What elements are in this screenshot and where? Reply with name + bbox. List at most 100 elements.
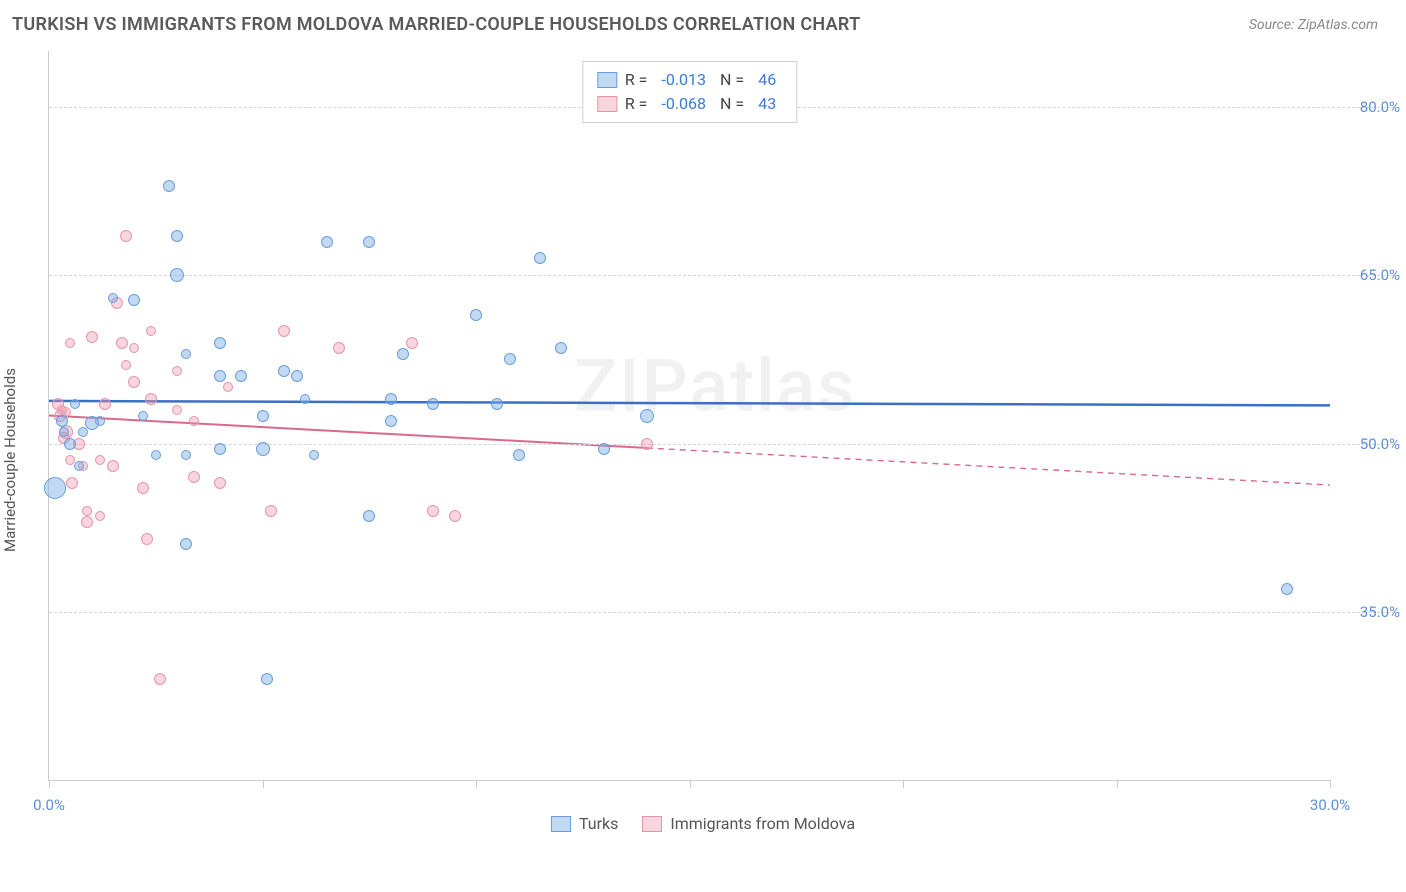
data-point-moldova [81,516,93,528]
legend-series: Turks Immigrants from Moldova [551,814,855,833]
data-point-moldova [129,343,139,353]
chart-header: TURKISH VS IMMIGRANTS FROM MOLDOVA MARRI… [0,0,1406,41]
swatch-turks [551,816,571,832]
data-point-moldova [107,460,119,472]
data-point-moldova [427,505,439,517]
data-point-turks [180,538,192,550]
data-point-turks [321,236,333,248]
data-point-turks [214,337,226,349]
data-point-moldova [223,382,233,392]
n-label: N = [720,92,744,116]
data-point-turks [128,294,140,306]
x-tick [1330,780,1331,788]
data-point-moldova [214,477,226,489]
data-point-turks [640,409,654,423]
legend-label-moldova: Immigrants from Moldova [670,814,855,833]
data-point-turks [235,370,247,382]
r-label: R = [625,68,648,92]
data-point-turks [171,230,183,242]
legend-correlation: R = -0.013 N = 46 R = -0.068 N = 43 [582,61,797,123]
data-point-turks [181,349,191,359]
x-tick [476,780,477,788]
gridline [49,444,1400,445]
data-point-turks [64,438,76,450]
data-point-turks [59,427,69,437]
data-point-turks [163,180,175,192]
data-point-moldova [82,506,92,516]
data-point-moldova [188,471,200,483]
data-point-turks [261,673,273,685]
data-point-moldova [406,337,418,349]
data-point-turks [397,348,409,360]
data-point-moldova [278,325,290,337]
n-label: N = [720,68,744,92]
legend-row-turks: R = -0.013 N = 46 [597,68,782,92]
data-point-moldova [189,416,199,426]
gridline [49,612,1400,613]
source-label: Source: ZipAtlas.com [1249,17,1378,33]
n-value-turks: 46 [758,68,776,92]
data-point-moldova [95,455,105,465]
data-point-turks [70,399,80,409]
chart-title: TURKISH VS IMMIGRANTS FROM MOLDOVA MARRI… [12,14,860,35]
data-point-moldova [86,331,98,343]
data-point-turks [256,442,270,456]
data-point-turks [56,415,68,427]
x-tick-label: 0.0% [33,796,65,814]
data-point-turks [534,252,546,264]
data-point-turks [470,309,482,321]
data-point-turks [385,393,397,405]
data-point-moldova [128,376,140,388]
data-point-moldova [120,230,132,242]
data-point-moldova [172,366,182,376]
data-point-turks [44,477,66,499]
x-tick [690,780,691,788]
data-point-moldova [333,342,345,354]
swatch-turks [597,72,617,88]
r-value-turks: -0.013 [661,68,706,92]
data-point-moldova [141,533,153,545]
swatch-moldova [642,816,662,832]
data-point-moldova [146,326,156,336]
data-point-turks [385,415,397,427]
data-point-moldova [116,337,128,349]
legend-item-moldova: Immigrants from Moldova [642,814,855,833]
legend-row-moldova: R = -0.068 N = 43 [597,92,782,116]
data-point-turks [95,416,105,426]
data-point-turks [427,398,439,410]
data-point-turks [300,394,310,404]
x-tick [1117,780,1118,788]
x-tick [49,780,50,788]
data-point-moldova [145,393,157,405]
data-point-turks [309,450,319,460]
data-point-moldova [95,511,105,521]
chart-area: Married-couple Households R = -0.013 N =… [0,41,1406,861]
data-point-turks [214,370,226,382]
data-point-turks [491,398,503,410]
x-tick [263,780,264,788]
data-point-turks [555,342,567,354]
data-point-moldova [99,398,111,410]
n-value-moldova: 43 [758,92,776,116]
data-point-turks [108,293,118,303]
data-point-turks [363,236,375,248]
data-point-turks [257,410,269,422]
y-axis-label: Married-couple Households [1,368,19,552]
data-point-turks [214,443,226,455]
y-tick-label: 80.0% [1340,98,1400,116]
data-point-turks [151,450,161,460]
legend-item-turks: Turks [551,814,618,833]
x-tick [903,780,904,788]
legend-label-turks: Turks [579,814,618,833]
data-point-moldova [265,505,277,517]
data-point-turks [170,268,184,282]
data-point-moldova [137,482,149,494]
data-point-moldova [66,477,78,489]
data-point-turks [598,443,610,455]
data-point-turks [74,461,84,471]
data-point-moldova [65,338,75,348]
data-point-turks [504,353,516,365]
data-point-turks [138,411,148,421]
y-tick-label: 35.0% [1340,603,1400,621]
watermark: ZIPatlas [574,344,856,429]
